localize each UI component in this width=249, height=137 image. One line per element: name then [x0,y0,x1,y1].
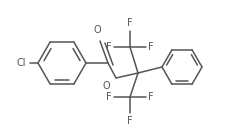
Text: F: F [127,18,133,28]
Text: O: O [93,25,101,35]
Text: Cl: Cl [16,58,26,68]
Text: F: F [127,116,133,126]
Text: O: O [102,81,110,91]
Text: F: F [148,92,154,102]
Text: F: F [106,42,112,52]
Text: F: F [148,42,154,52]
Text: F: F [106,92,112,102]
